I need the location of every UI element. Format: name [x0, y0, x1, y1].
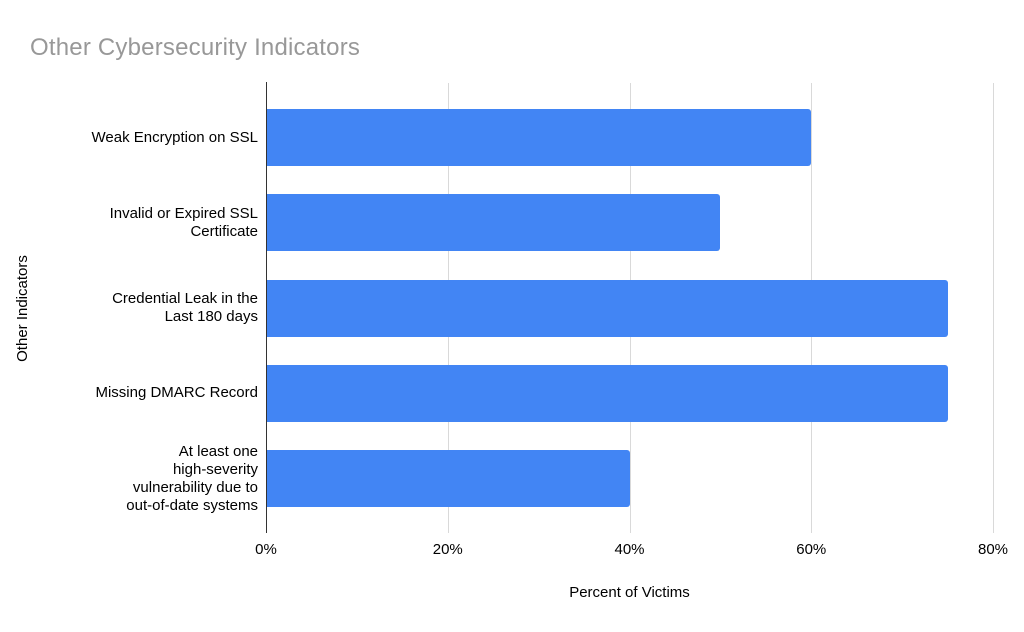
y-axis-title-text: Other Indicators [13, 254, 31, 362]
category-label-row: At least one high-severity vulnerability… [60, 443, 258, 514]
category-label-row: Missing DMARC Record [60, 365, 258, 422]
x-tick-20: 20% [432, 541, 463, 558]
x-axis-title: Percent of Victims [569, 584, 690, 601]
y-axis-line [266, 82, 267, 533]
category-label: Missing DMARC Record [95, 384, 258, 402]
bar-invalid-or-expired-ssl-certificate [266, 194, 721, 252]
x-axis-tick-labels: 0% 20% 40% 60% 80% [255, 541, 1008, 559]
category-label-row: Credential Leak in the Last 180 days [60, 280, 258, 337]
category-label: Credential Leak in the Last 180 days [112, 290, 258, 325]
category-label: Invalid or Expired SSL Certificate [109, 204, 258, 240]
x-tick-0: 0% [255, 541, 277, 558]
bar-high-severity-vulnerability [266, 450, 630, 507]
x-tick-80: 80% [977, 541, 1009, 558]
bar-weak-encryption-on-ssl [266, 109, 812, 166]
x-tick-60: 60% [796, 541, 827, 558]
category-label-row: Invalid or Expired SSL Certificate [60, 194, 258, 251]
bar-missing-dmarc-record [266, 364, 948, 422]
bar-credential-leak-last-180-days [266, 279, 948, 337]
category-labels: Weak Encryption on SSL Invalid or Expire… [60, 83, 258, 533]
chart-title: Other Cybersecurity Indicators [30, 34, 361, 61]
gridline-80 [993, 83, 994, 533]
plot-area [266, 82, 994, 533]
bar-series [266, 83, 993, 533]
category-label: At least one high-severity vulnerability… [126, 442, 258, 514]
y-axis-title: Other Indicators [0, 83, 44, 533]
x-tick-40: 40% [614, 541, 645, 558]
category-label: Weak Encryption on SSL [91, 128, 258, 146]
category-label-row: Weak Encryption on SSL [60, 109, 258, 166]
